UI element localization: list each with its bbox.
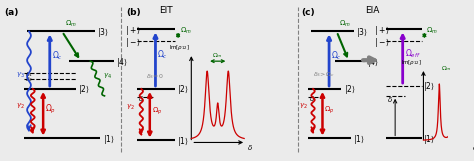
Text: $\Omega_m$: $\Omega_m$	[212, 51, 223, 60]
Text: $|1\rangle$: $|1\rangle$	[102, 133, 114, 146]
Text: $\delta$: $\delta$	[387, 95, 392, 104]
Text: EIA: EIA	[365, 6, 380, 15]
Text: $\delta_2$: $\delta_2$	[25, 75, 33, 84]
Text: (b): (b)	[126, 8, 141, 17]
Text: $\Omega_p$: $\Omega_p$	[45, 103, 56, 116]
Text: $\delta_3\!>\!\Omega_c$: $\delta_3\!>\!\Omega_c$	[313, 70, 335, 79]
Text: $\Omega_m$: $\Omega_m$	[339, 19, 351, 29]
Text: (a): (a)	[4, 8, 19, 17]
Text: $\delta_3\!=\!0$: $\delta_3\!=\!0$	[146, 72, 164, 81]
Text: $\delta$: $\delta$	[137, 94, 144, 103]
Text: $\gamma_2$: $\gamma_2$	[299, 102, 308, 111]
Text: $\gamma_3$: $\gamma_3$	[16, 71, 25, 80]
Text: $\delta$: $\delta$	[472, 143, 474, 152]
Text: $|1\rangle$: $|1\rangle$	[423, 133, 435, 146]
Text: $|2\rangle$: $|2\rangle$	[78, 83, 90, 96]
Text: $|-\rangle$: $|-\rangle$	[374, 36, 391, 49]
Text: $|2\rangle$: $|2\rangle$	[177, 83, 189, 96]
Text: $|1\rangle$: $|1\rangle$	[177, 135, 189, 148]
Text: $\Omega_m$: $\Omega_m$	[65, 19, 77, 29]
Text: $|2\rangle$: $|2\rangle$	[344, 83, 356, 96]
Text: $\Omega_c$: $\Omega_c$	[157, 49, 168, 61]
Text: $\mathrm{Im}[\rho_{12}]$: $\mathrm{Im}[\rho_{12}]$	[401, 58, 422, 67]
Text: $|2\rangle$: $|2\rangle$	[423, 80, 435, 93]
Text: $\Omega_p$: $\Omega_p$	[152, 105, 162, 117]
Text: $\Omega_m$: $\Omega_m$	[180, 26, 192, 36]
Text: $\delta$: $\delta$	[309, 94, 315, 103]
Text: $\Omega_p$: $\Omega_p$	[324, 104, 335, 116]
Text: $|4\rangle$: $|4\rangle$	[116, 56, 128, 69]
Text: (c): (c)	[301, 8, 314, 17]
Text: $\gamma_2$: $\gamma_2$	[126, 103, 135, 112]
Text: $|-\rangle$: $|-\rangle$	[125, 36, 141, 49]
Text: $\Omega_m$: $\Omega_m$	[426, 26, 438, 36]
Text: EIT: EIT	[159, 6, 173, 15]
Text: $\Omega_m$: $\Omega_m$	[441, 64, 452, 73]
Text: $|+\rangle$: $|+\rangle$	[374, 24, 391, 37]
Text: $|1\rangle$: $|1\rangle$	[353, 133, 365, 146]
Text: $|+\rangle$: $|+\rangle$	[125, 24, 141, 37]
Text: $|4\rangle$: $|4\rangle$	[367, 56, 379, 69]
Text: $|3\rangle$: $|3\rangle$	[97, 26, 109, 39]
Text: $\Omega_{eff}$: $\Omega_{eff}$	[405, 48, 420, 60]
Text: $\Omega_c$: $\Omega_c$	[52, 50, 63, 62]
Text: $\mathrm{Im}[\rho_{12}]$: $\mathrm{Im}[\rho_{12}]$	[169, 43, 191, 52]
Text: $\delta$: $\delta$	[247, 143, 253, 152]
Text: $\Omega_c$: $\Omega_c$	[331, 50, 342, 62]
Text: $\gamma_2$: $\gamma_2$	[16, 102, 25, 111]
Text: $\delta_1$: $\delta_1$	[25, 70, 34, 79]
Text: $\gamma_4$: $\gamma_4$	[102, 72, 111, 81]
Text: $|3\rangle$: $|3\rangle$	[356, 26, 367, 39]
